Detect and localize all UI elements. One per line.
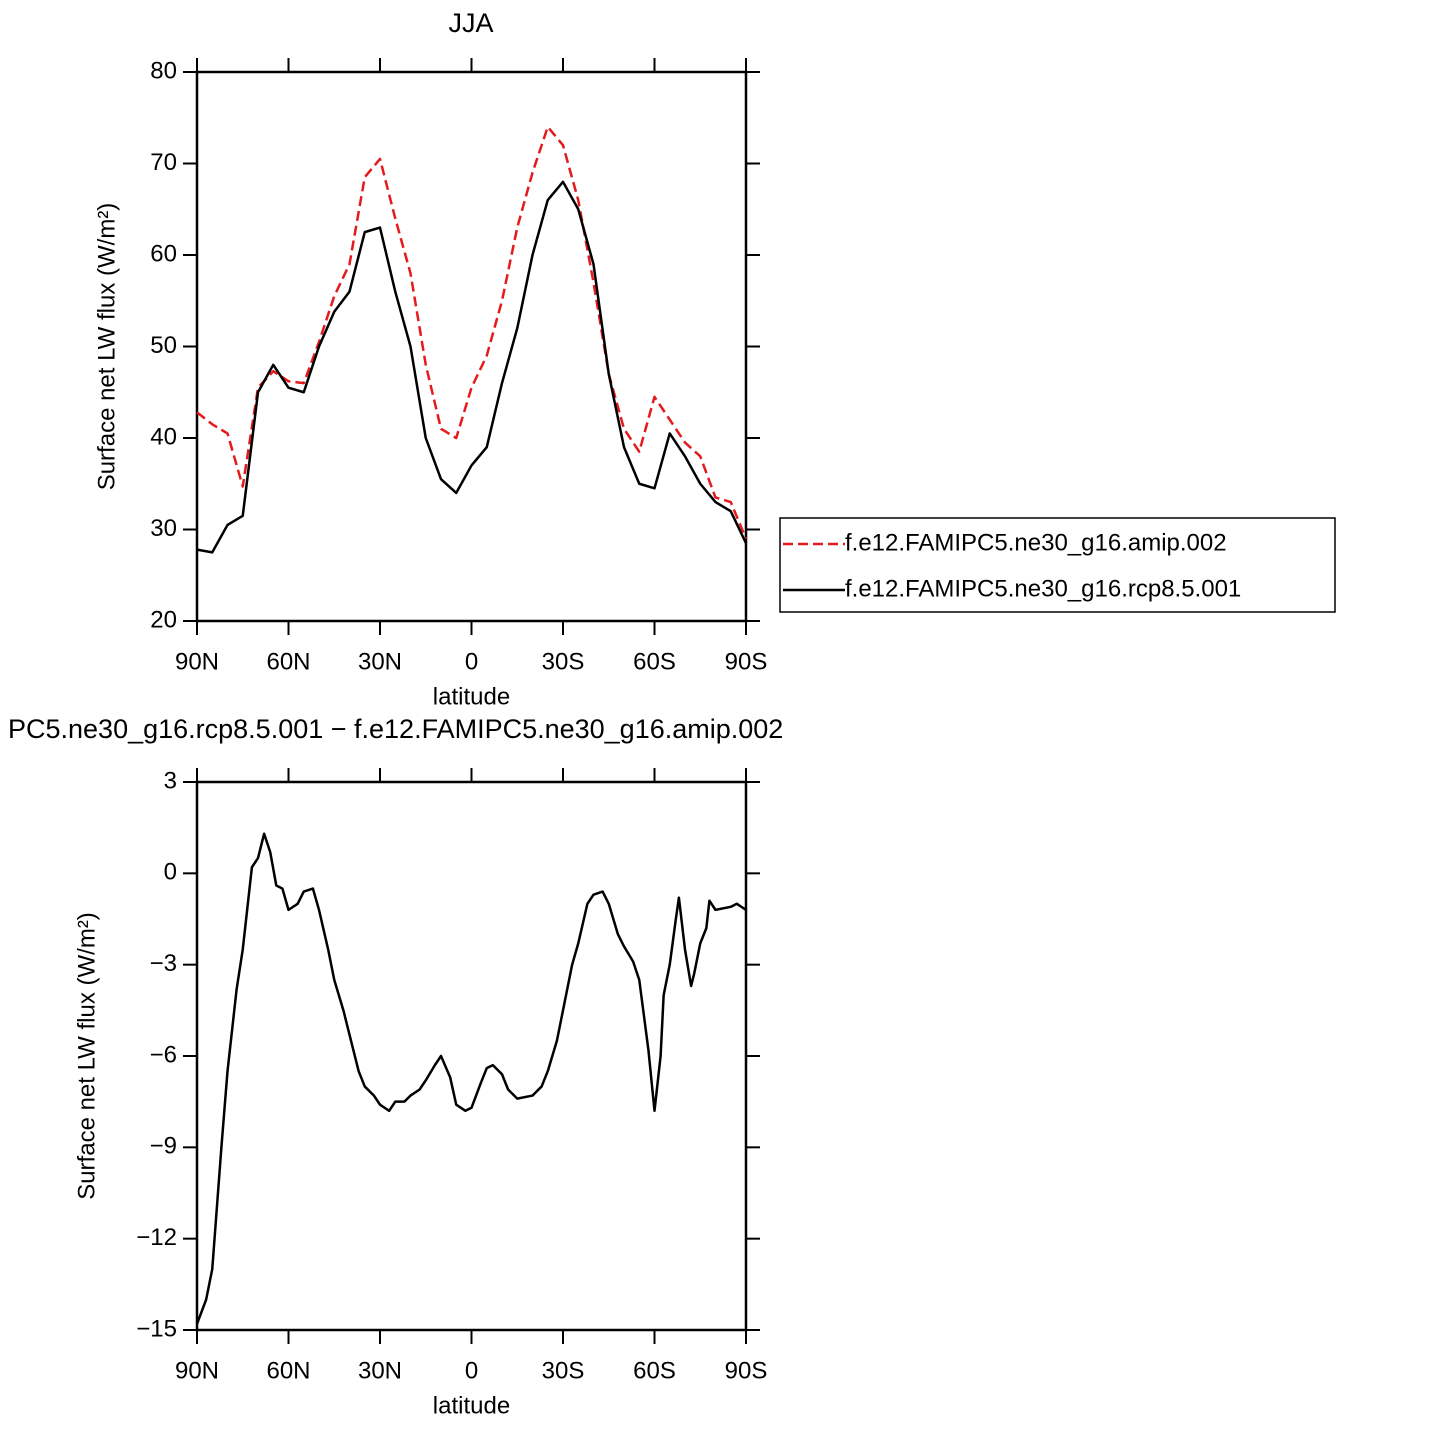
x-tick-label: 30S [542, 648, 585, 675]
y-tick-label: −12 [136, 1224, 177, 1251]
x-axis-label: latitude [433, 683, 510, 710]
data-line [196, 180, 748, 554]
y-tick-label: −9 [150, 1133, 177, 1160]
x-tick-label: 30S [542, 1357, 585, 1384]
y-tick-label: 30 [150, 515, 177, 542]
y-tick-label: 3 [164, 767, 177, 794]
x-tick-label: 30N [358, 648, 402, 675]
x-tick-label: 90N [175, 648, 219, 675]
y-tick-label: 0 [164, 859, 177, 886]
legend-label: f.e12.FAMIPC5.ne30_g16.amip.002 [845, 529, 1227, 556]
x-tick-label: 60N [266, 648, 310, 675]
legend-box [779, 517, 1336, 613]
y-tick-label: 80 [150, 57, 177, 84]
plot-frame [195, 780, 748, 1332]
x-tick-label: 90S [725, 1357, 768, 1384]
y-tick-label: −3 [150, 950, 177, 977]
y-axis-label: Surface net LW flux (W/m²) [93, 203, 120, 491]
x-tick-label: 0 [465, 1357, 478, 1384]
x-axis-label: latitude [433, 1392, 510, 1419]
x-tick-label: 90N [175, 1357, 219, 1384]
y-tick-label: 20 [150, 606, 177, 633]
x-tick-label: 60N [266, 1357, 310, 1384]
legend-label: f.e12.FAMIPC5.ne30_g16.rcp8.5.001 [845, 575, 1241, 602]
x-tick-label: 90S [725, 648, 768, 675]
chart-title: JJA [448, 8, 493, 38]
chart-title: PC5.ne30_g16.rcp8.5.001 − f.e12.FAMIPC5.… [8, 714, 783, 744]
y-tick-label: −6 [150, 1041, 177, 1068]
y-tick-label: 40 [150, 423, 177, 450]
x-tick-label: 60S [633, 648, 676, 675]
data-line [196, 125, 748, 540]
x-tick-label: 30N [358, 1357, 402, 1384]
y-tick-label: −15 [136, 1315, 177, 1342]
x-tick-label: 0 [465, 648, 478, 675]
data-line [195, 832, 747, 1325]
x-tick-label: 60S [633, 1357, 676, 1384]
y-axis-label: Surface net LW flux (W/m²) [73, 912, 100, 1200]
y-tick-label: 70 [150, 149, 177, 176]
y-tick-label: 60 [150, 240, 177, 267]
y-tick-label: 50 [150, 332, 177, 359]
plot-frame [195, 70, 748, 623]
